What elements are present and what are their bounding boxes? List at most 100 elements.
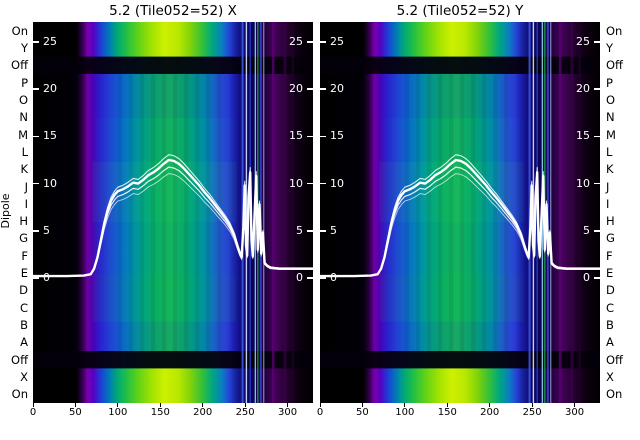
x-tick-label: 50: [356, 407, 369, 418]
dipole-row-label: X: [20, 370, 28, 385]
y-tick-label: 25: [43, 35, 57, 48]
dipole-row-label: A: [606, 335, 614, 350]
dipole-row-label: N: [19, 110, 28, 125]
y-tick-label: 20: [289, 82, 303, 96]
y-tick-mark: [33, 182, 39, 185]
x-tick-mark: [574, 403, 576, 407]
x-tick-label: 100: [108, 407, 128, 418]
dipole-row-label: K: [606, 162, 614, 177]
y-tick-label: 20: [330, 82, 344, 96]
dipole-row-label: L: [606, 144, 613, 159]
dipole-row-label: P: [21, 75, 28, 90]
panel-title-x: 5.2 (Tile052=52) X: [109, 3, 237, 19]
heatmap-canvas: [320, 22, 600, 403]
x-tick-label: 200: [480, 407, 500, 418]
x-tick-label: 0: [316, 407, 324, 418]
x-tick-mark: [287, 403, 289, 407]
x-tick-mark: [244, 403, 246, 407]
y-tick-mark: [33, 277, 39, 279]
y-tick-label: 10: [330, 176, 344, 190]
dipole-row-label: I: [606, 196, 610, 211]
y-tick-mark: [320, 135, 326, 138]
y-tick-label: 25: [330, 35, 344, 48]
y-tick-label: 15: [576, 129, 590, 143]
dipole-row-label: G: [19, 231, 28, 246]
y-tick-mark: [594, 135, 600, 138]
dipole-row-label: D: [19, 283, 28, 298]
heatmap-panel-x: 25 25 20 20 15 15 10 10 5 5 0 0: [33, 22, 313, 403]
y-tick-mark: [33, 135, 39, 138]
y-tick-label: 0: [43, 271, 50, 284]
dipole-row-label: C: [19, 300, 28, 315]
dipole-row-label: Y: [20, 40, 28, 55]
y-tick-mark: [33, 230, 39, 232]
x-tick-mark: [32, 403, 34, 407]
y-tick-label: 0: [583, 271, 590, 284]
y-tick-label: 15: [289, 129, 303, 143]
x-tick-label: 250: [522, 407, 542, 418]
x-tick-mark: [319, 403, 321, 407]
x-tick-label: 0: [29, 407, 37, 418]
y-tick-label: 0: [330, 271, 337, 284]
y-tick-label: 20: [576, 82, 590, 96]
dipole-row-label: I: [24, 196, 28, 211]
x-tick-label: 200: [193, 407, 213, 418]
y-tick-label: 10: [576, 176, 590, 190]
dipole-row-label: H: [19, 214, 28, 229]
y-tick-label: 10: [43, 176, 57, 190]
y-tick-label: 5: [296, 223, 303, 237]
panel-title-y: 5.2 (Tile052=52) Y: [396, 3, 524, 19]
y-tick-mark: [320, 182, 326, 185]
dipole-row-label: M: [606, 127, 616, 142]
dipole-row-label: On: [606, 387, 623, 402]
y-tick-mark: [33, 88, 39, 90]
dipole-row-label: B: [606, 318, 614, 333]
dipole-row-label: O: [18, 92, 28, 107]
y-tick-label: 5: [583, 223, 590, 237]
y-tick-mark: [320, 277, 326, 279]
y-tick-mark: [307, 182, 313, 185]
y-tick-mark: [594, 230, 600, 232]
x-tick-mark: [489, 403, 491, 407]
x-tick-label: 250: [235, 407, 255, 418]
dipole-row-label: On: [606, 23, 623, 38]
x-tick-mark: [446, 403, 448, 407]
dipole-row-label: N: [606, 110, 615, 125]
y-tick-mark: [320, 41, 326, 43]
y-tick-mark: [320, 88, 326, 90]
heatmap-panel-y: 25 25 20 20 15 15 10 10 5 5 0 0: [320, 22, 600, 403]
dipole-row-label: K: [20, 162, 28, 177]
x-tick-mark: [531, 403, 533, 407]
x-tick-label: 100: [395, 407, 415, 418]
dipole-row-label: F: [21, 248, 28, 263]
dipole-row-label: B: [20, 318, 28, 333]
y-tick-mark: [307, 88, 313, 90]
x-tick-mark: [361, 403, 363, 407]
x-tick-label: 150: [150, 407, 170, 418]
y-tick-label: 15: [330, 129, 344, 143]
dipole-row-label: On: [11, 23, 28, 38]
y-tick-mark: [307, 135, 313, 138]
dipole-row-label: H: [606, 214, 615, 229]
dipole-row-label: G: [606, 231, 615, 246]
dipole-row-label: A: [20, 335, 28, 350]
dipole-row-label: M: [18, 127, 28, 142]
dipole-row-label: F: [606, 248, 613, 263]
dipole-row-label: E: [20, 266, 28, 281]
dipole-row-label: L: [21, 144, 28, 159]
dipole-row-label: X: [606, 370, 614, 385]
x-tick-mark: [202, 403, 204, 407]
dipole-row-label: Off: [606, 58, 623, 73]
y-tick-label: 25: [576, 35, 590, 48]
dipole-row-label: J: [606, 179, 610, 194]
x-tick-mark: [74, 403, 76, 407]
y-tick-mark: [33, 41, 39, 43]
y-tick-label: 5: [330, 223, 337, 237]
x-tick-label: 300: [564, 407, 585, 418]
y-tick-label: 15: [43, 129, 57, 143]
dipole-row-label: P: [606, 75, 613, 90]
x-tick-mark: [159, 403, 161, 407]
y-tick-mark: [594, 41, 600, 43]
y-tick-mark: [594, 182, 600, 185]
